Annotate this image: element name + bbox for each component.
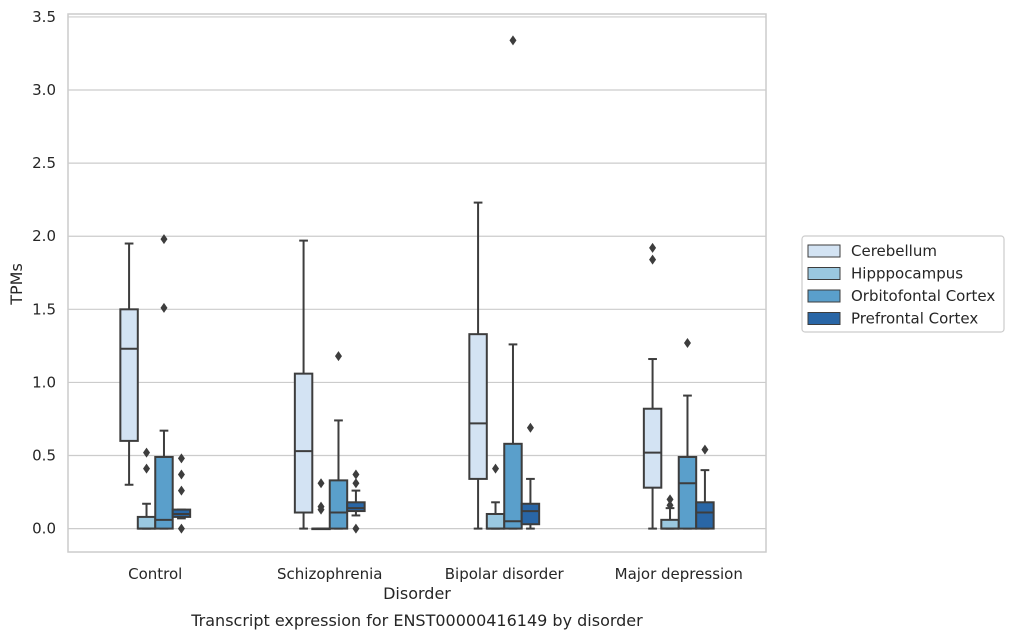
box-orbitofontal-cortex bbox=[328, 351, 349, 530]
outlier-point bbox=[492, 463, 500, 474]
box-body bbox=[468, 333, 488, 480]
outlier-point bbox=[666, 500, 674, 511]
tick-labels: 0.0 0.5 1.0 1.5 2.0 2.5 3.0 3.5 Control Schizophr… bbox=[32, 8, 743, 583]
y-tick-label: 0.0 bbox=[32, 520, 56, 538]
outlier-point bbox=[317, 501, 325, 512]
outlier-point bbox=[683, 337, 691, 348]
box-cerebellum bbox=[119, 242, 139, 486]
outlier-point bbox=[160, 302, 168, 313]
grid-lines bbox=[68, 16, 766, 530]
box-prefrontal-cortex bbox=[520, 422, 541, 530]
legend-swatch bbox=[807, 289, 841, 303]
outlier-point bbox=[509, 35, 517, 46]
outlier-point bbox=[352, 523, 360, 534]
box-plots bbox=[119, 35, 715, 534]
box-orbitofontal-cortex bbox=[154, 234, 174, 530]
legend-label: Prefrontal Cortex bbox=[851, 310, 978, 328]
box-cerebellum bbox=[293, 239, 314, 530]
outlier-point bbox=[649, 242, 657, 253]
outlier-point bbox=[701, 444, 709, 455]
box-hipppocampus bbox=[485, 463, 506, 530]
x-tick-label: Major depression bbox=[615, 565, 743, 583]
box-hipppocampus bbox=[660, 494, 680, 530]
box-hipppocampus bbox=[136, 447, 157, 530]
box-body bbox=[119, 308, 139, 442]
plot-frame bbox=[67, 13, 767, 553]
outlier-point bbox=[352, 478, 360, 489]
box-hipppocampus bbox=[311, 478, 331, 531]
outlier-point bbox=[352, 469, 360, 480]
outlier-point bbox=[526, 422, 534, 433]
box-body bbox=[154, 455, 174, 530]
outlier-point bbox=[649, 254, 657, 265]
box-body bbox=[642, 407, 663, 489]
outlier-point bbox=[143, 463, 151, 474]
box-prefrontal-cortex bbox=[171, 453, 192, 534]
y-tick-label: 0.5 bbox=[32, 447, 56, 465]
outlier-point bbox=[177, 485, 185, 496]
legend-label: Orbitofontal Cortex bbox=[851, 287, 995, 305]
legend-box bbox=[801, 235, 1005, 333]
box-body bbox=[328, 479, 349, 530]
box-prefrontal-cortex bbox=[346, 469, 366, 534]
outlier-point bbox=[160, 234, 168, 245]
box-prefrontal-cortex bbox=[695, 444, 715, 530]
outlier-point bbox=[177, 469, 185, 480]
box-body bbox=[485, 512, 506, 530]
axes-frame bbox=[67, 13, 767, 553]
legend-swatch bbox=[807, 267, 841, 280]
outlier-point bbox=[317, 478, 325, 489]
legend-label: Cerebellum bbox=[851, 242, 937, 260]
y-axis-label: TPMs bbox=[7, 263, 26, 306]
box-cerebellum bbox=[642, 242, 663, 530]
box-body bbox=[293, 372, 314, 514]
box-body bbox=[677, 455, 698, 530]
x-tick-label: Schizophrenia bbox=[277, 565, 382, 583]
y-tick-label: 2.0 bbox=[32, 227, 56, 245]
outlier-point bbox=[177, 453, 185, 464]
box-body bbox=[695, 501, 715, 530]
x-tick-label: Bipolar disorder bbox=[445, 565, 565, 583]
box-body bbox=[660, 518, 680, 530]
y-tick-label: 1.5 bbox=[32, 300, 56, 318]
y-tick-label: 3.5 bbox=[32, 8, 56, 26]
box-body bbox=[503, 442, 523, 530]
outlier-point bbox=[334, 351, 342, 362]
x-axis-label: Disorder bbox=[383, 584, 451, 603]
legend: Cerebellum Hipppocampus Orbitofontal Corte… bbox=[801, 235, 1005, 333]
x-tick-label: Control bbox=[128, 565, 182, 583]
box-orbitofontal-cortex bbox=[677, 337, 698, 530]
chart-title: Transcript expression for ENST0000041614… bbox=[190, 611, 643, 630]
outlier-point bbox=[143, 447, 151, 458]
y-tick-label: 2.5 bbox=[32, 154, 56, 172]
outlier-point bbox=[177, 523, 185, 534]
y-tick-label: 3.0 bbox=[32, 81, 56, 99]
box-body bbox=[520, 502, 541, 526]
y-tick-label: 1.0 bbox=[32, 373, 56, 391]
outlier-point bbox=[666, 494, 674, 505]
legend-label: Hipppocampus bbox=[851, 265, 963, 283]
legend-swatch bbox=[807, 312, 841, 325]
box-cerebellum bbox=[468, 201, 488, 530]
box-orbitofontal-cortex bbox=[503, 35, 523, 530]
box-body bbox=[136, 515, 157, 530]
legend-swatch bbox=[807, 244, 841, 258]
box-body bbox=[346, 501, 366, 513]
